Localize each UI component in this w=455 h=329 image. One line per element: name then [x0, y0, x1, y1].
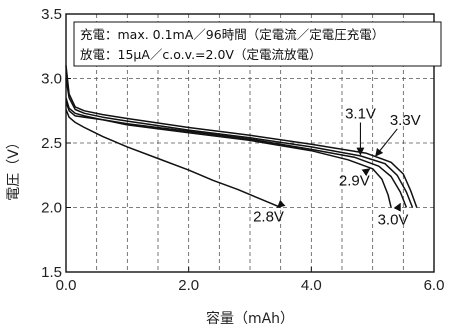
legend-discharge-condition: 放電：15μA／c.o.v.=2.0V（定電流放電）: [80, 47, 321, 62]
series-label-3.3V: 3.3V: [390, 112, 421, 129]
y-tick-label: 1.5: [41, 264, 62, 281]
y-tick-label: 2.0: [41, 200, 62, 217]
y-axis-title: 電圧（V）: [6, 135, 22, 201]
axis-ticks: 0.0 2.0 4.0 6.0 1.5 2.0 2.5 3.0 3.5: [41, 6, 444, 294]
y-tick-label: 2.5: [41, 135, 62, 152]
series-label-arrow: [375, 128, 398, 157]
series-line-2.9V: [65, 101, 392, 208]
x-axis-title: 容量（mAh）: [206, 310, 294, 327]
x-tick-label: 6.0: [424, 277, 445, 294]
x-tick-label: 2.0: [178, 277, 199, 294]
series-line-3.1V: [65, 78, 414, 208]
series-line-2.8V: [65, 109, 281, 209]
series-label-2.8V: 2.8V: [253, 209, 284, 226]
series-label-arrow: [361, 168, 371, 177]
legend-charge-condition: 充電：max. 0.1mA／96時間（定電流／定電圧充電）: [80, 27, 384, 42]
y-tick-label: 3.5: [41, 6, 62, 23]
series-line-3.3V: [65, 65, 418, 208]
x-tick-label: 4.0: [301, 277, 322, 294]
y-tick-label: 3.0: [41, 71, 62, 88]
legend-box: [73, 21, 442, 67]
series-annotations: 3.1V 3.3V 2.9V 2.8V 3.0V: [253, 105, 421, 228]
x-tick-label: 0.0: [56, 277, 77, 294]
series-label-arrow: [393, 202, 401, 212]
series-label-3.0V: 3.0V: [378, 211, 409, 228]
series-line-3.0V: [65, 97, 408, 208]
conditions-legend: 充電：max. 0.1mA／96時間（定電流／定電圧充電） 放電：15μA／c.…: [73, 21, 442, 67]
series-label-arrow: [276, 199, 286, 209]
series-label-2.9V: 2.9V: [339, 173, 370, 190]
series-label-3.1V: 3.1V: [345, 105, 376, 122]
series-layer: [65, 65, 418, 209]
